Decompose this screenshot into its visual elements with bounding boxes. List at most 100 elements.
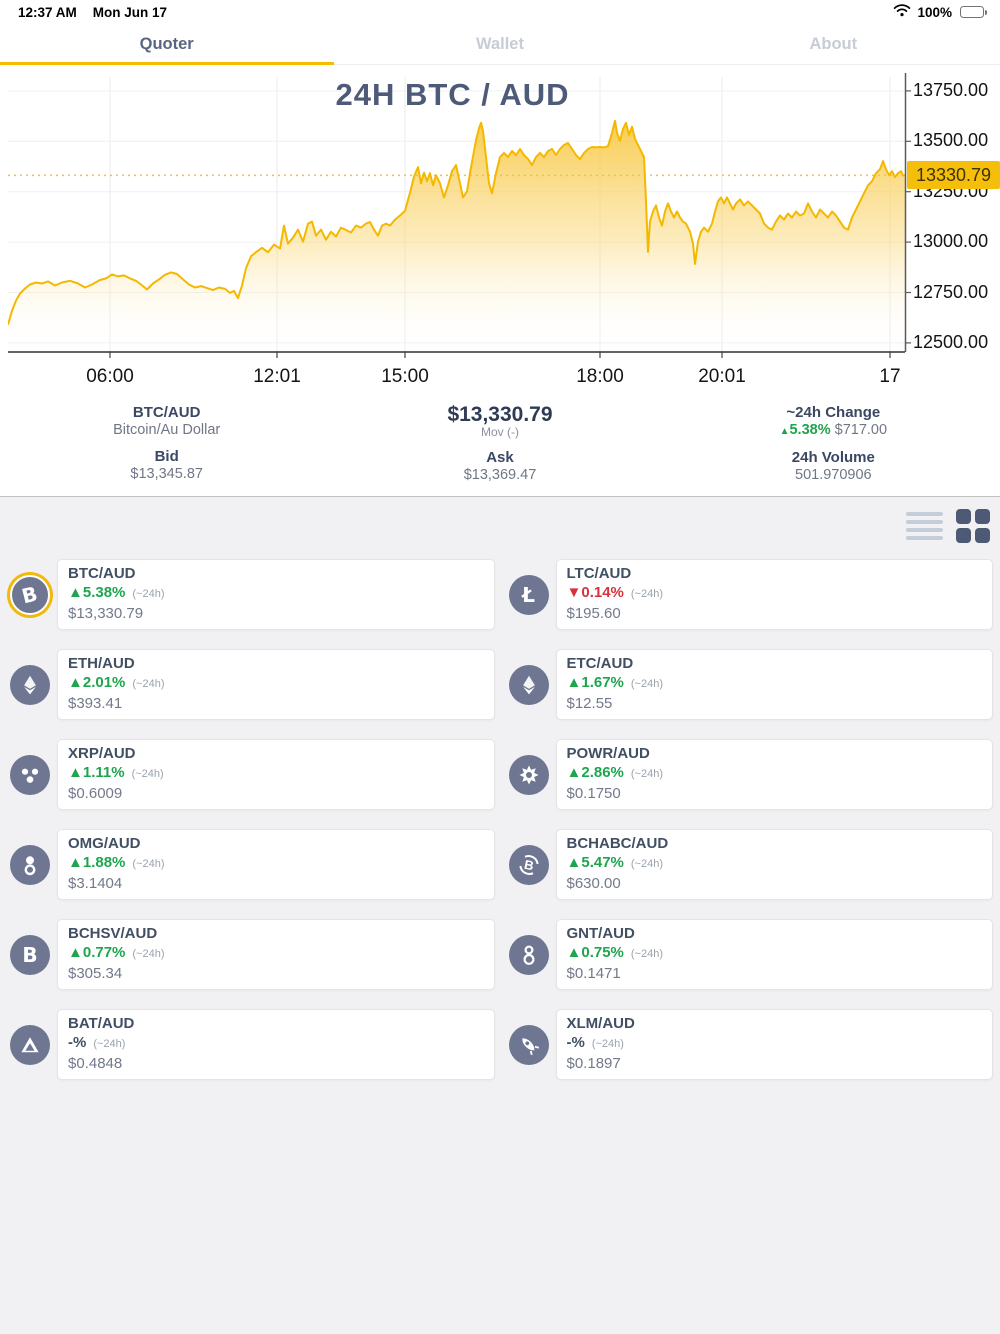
card-price: $0.1471 (566, 965, 621, 982)
card-pair-label: GNT/AUD (566, 925, 635, 942)
card-change-pct: ▼0.14% (566, 584, 624, 601)
card-price: $0.1750 (566, 785, 621, 802)
card-price: $13,330.79 (68, 605, 144, 622)
etc-icon (508, 664, 549, 705)
card-price: $0.6009 (68, 785, 123, 802)
up-arrow-icon: ▲ (779, 426, 790, 437)
card-change-suffix: (~24h) (132, 948, 165, 960)
market-card-cell: Ł LTC/AUD ▼0.14% (~24h) $195.60 (508, 559, 993, 630)
card-change-pct: ▲5.38% (68, 584, 126, 601)
market-card-omg[interactable]: OMG/AUD ▲1.88% (~24h) $3.1404 (57, 829, 495, 900)
summary-pair-name: Bitcoin/Au Dollar (113, 422, 221, 438)
price-chart: 24H BTC / AUD 13750.00 13500.00 13250.00 13… (0, 65, 1000, 390)
market-card-cell: POWR/AUD ▲2.86% (~24h) $0.1750 (508, 739, 993, 810)
market-card-bchsv[interactable]: BCHSV/AUD ▲0.77% (~24h) $305.34 (57, 919, 495, 990)
y-tick-label: 13000.00 (913, 231, 989, 252)
market-card-eth[interactable]: ETH/AUD ▲2.01% (~24h) $393.41 (57, 649, 495, 720)
market-card-cell: OMG/AUD ▲1.88% (~24h) $3.1404 (10, 829, 495, 900)
card-change-pct: ▲2.01% (68, 674, 126, 691)
status-date: Mon Jun 17 (92, 4, 168, 20)
svg-text:B: B (522, 856, 534, 873)
market-card-etc[interactable]: ETC/AUD ▲1.67% (~24h) $12.55 (555, 649, 993, 720)
card-price: $305.34 (68, 965, 123, 982)
bid-value: $13,345.87 (130, 466, 203, 482)
x-tick-label: 15:00 (381, 366, 429, 387)
card-pair-label: LTC/AUD (566, 565, 632, 582)
xrp-icon (10, 754, 50, 795)
status-time: 12:37 AM (18, 4, 77, 20)
market-card-cell: B BCHSV/AUD ▲0.77% (~24h) $305.34 (10, 919, 495, 990)
card-change-suffix: (~24h) (630, 768, 663, 780)
tab-wallet[interactable]: Wallet (476, 34, 524, 53)
x-tick-label: 20:01 (698, 366, 746, 387)
card-change-suffix: (~24h) (630, 678, 663, 690)
card-change-pct: -% (566, 1034, 585, 1051)
ltc-icon: Ł (508, 574, 549, 615)
card-pair-label: BTC/AUD (68, 565, 136, 582)
card-change-suffix: (~24h) (132, 678, 165, 690)
summary-price: $13,330.79 (447, 403, 553, 426)
card-price: $195.60 (566, 605, 621, 622)
grid-view-toggle[interactable] (956, 509, 990, 543)
bchsv-icon: B (10, 934, 50, 975)
ask-value: $13,369.47 (463, 467, 537, 483)
card-price: $3.1404 (68, 875, 123, 892)
market-card-cell: ETH/AUD ▲2.01% (~24h) $393.41 (10, 649, 495, 720)
summary-price-sub: Mov (-) (480, 425, 519, 439)
x-tick-label: 12:01 (253, 366, 301, 387)
card-price: $630.00 (566, 875, 621, 892)
x-tick-label: 17 (879, 366, 901, 387)
card-change-pct: ▲2.86% (566, 764, 624, 781)
card-price: $393.41 (68, 695, 123, 712)
card-change-pct: ▲1.88% (68, 854, 126, 871)
card-change-pct: ▲5.47% (566, 854, 624, 871)
card-change-pct: ▲1.67% (566, 674, 624, 691)
market-card-ltc[interactable]: LTC/AUD ▼0.14% (~24h) $195.60 (555, 559, 993, 630)
list-view-toggle[interactable] (906, 511, 943, 541)
card-change-pct: ▲1.11% (68, 764, 125, 781)
chart-plot[interactable] (8, 73, 911, 360)
view-toggle (0, 497, 1000, 543)
card-change-suffix: (~24h) (132, 858, 165, 870)
summary-pair: BTC/AUD (132, 404, 201, 421)
pair-summary: BTC/AUD Bitcoin/Au Dollar Bid $13,345.87… (0, 390, 1000, 496)
market-card-bat[interactable]: BAT/AUD -% (~24h) $0.4848 (57, 1009, 495, 1080)
card-change-suffix: (~24h) (630, 948, 663, 960)
battery-percent: 100% (917, 4, 952, 20)
tab-about[interactable]: About (809, 34, 858, 53)
market-card-btc[interactable]: BTC/AUD ▲5.38% (~24h) $13,330.79 (57, 559, 495, 630)
y-tick-label: 13500.00 (913, 130, 989, 151)
market-card-powr[interactable]: POWR/AUD ▲2.86% (~24h) $0.1750 (555, 739, 993, 810)
card-pair-label: ETH/AUD (68, 655, 135, 672)
x-tick-label: 18:00 (576, 366, 624, 387)
card-change-pct: ▲0.77% (68, 944, 126, 961)
market-cards-grid: B BTC/AUD ▲5.38% (~24h) $13,330.79 Ł LTC/AUD ▼0… (0, 543, 1000, 1080)
card-change-suffix: (~24h) (630, 858, 663, 870)
market-card-cell: GNT/AUD ▲0.75% (~24h) $0.1471 (508, 919, 993, 990)
market-card-xrp[interactable]: XRP/AUD ▲1.11% (~24h) $0.6009 (57, 739, 495, 810)
card-change-suffix: (~24h) (132, 588, 165, 600)
ask-title: Ask (486, 449, 514, 466)
xlm-icon (508, 1024, 549, 1065)
card-change-suffix: (~24h) (131, 768, 164, 780)
market-card-gnt[interactable]: GNT/AUD ▲0.75% (~24h) $0.1471 (555, 919, 993, 990)
active-tab-underline (0, 61, 334, 65)
wifi-icon (893, 4, 911, 20)
market-card-cell: ETC/AUD ▲1.67% (~24h) $12.55 (508, 649, 993, 720)
y-tick-label: 12500.00 (913, 331, 989, 352)
market-card-xlm[interactable]: XLM/AUD -% (~24h) $0.1897 (555, 1009, 993, 1080)
bat-icon (10, 1024, 50, 1065)
market-card-cell: BAT/AUD -% (~24h) $0.4848 (10, 1009, 495, 1080)
tab-bar: Quoter Wallet About (0, 24, 1000, 65)
card-pair-label: BCHABC/AUD (566, 835, 669, 852)
market-card-bchabc[interactable]: BCHABC/AUD ▲5.47% (~24h) $630.00 (555, 829, 993, 900)
market-card-cell: B BCHABC/AUD ▲5.47% (~24h) $630.00 (508, 829, 993, 900)
market-section: B BTC/AUD ▲5.38% (~24h) $13,330.79 Ł LTC/AUD ▼0… (0, 496, 1000, 1334)
bid-title: Bid (154, 448, 179, 465)
btc-icon: B (10, 574, 50, 615)
change-amount: $717.00 (834, 422, 888, 438)
card-price: $0.1897 (566, 1055, 621, 1072)
gnt-icon (508, 934, 549, 975)
tab-quoter[interactable]: Quoter (139, 34, 194, 53)
battery-icon (960, 6, 987, 18)
